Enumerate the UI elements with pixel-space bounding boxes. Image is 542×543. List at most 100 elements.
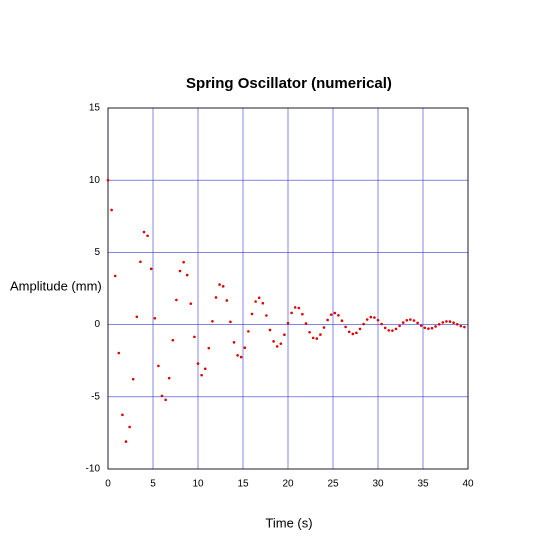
point bbox=[193, 335, 196, 339]
point bbox=[160, 394, 164, 398]
point bbox=[351, 332, 355, 336]
point bbox=[229, 320, 232, 324]
y-tick-label: -10 bbox=[86, 464, 101, 475]
point bbox=[200, 373, 203, 377]
point bbox=[214, 296, 218, 299]
x-tick-label: 40 bbox=[462, 479, 474, 490]
point bbox=[430, 326, 434, 330]
y-tick-label: 15 bbox=[89, 103, 101, 114]
point bbox=[124, 440, 128, 443]
point bbox=[185, 273, 189, 277]
y-tick-label: 5 bbox=[94, 247, 100, 258]
point bbox=[153, 316, 157, 320]
point bbox=[383, 326, 387, 330]
point bbox=[355, 331, 358, 335]
point bbox=[243, 346, 247, 350]
point bbox=[196, 362, 200, 365]
point bbox=[117, 351, 121, 355]
point bbox=[157, 364, 160, 368]
point bbox=[337, 314, 340, 317]
x-tick-label: 10 bbox=[192, 479, 204, 490]
point bbox=[437, 323, 441, 326]
point bbox=[247, 330, 250, 333]
point bbox=[279, 342, 283, 345]
chart-title: Spring Oscillator (numerical) bbox=[186, 75, 392, 92]
point bbox=[254, 300, 257, 303]
point bbox=[326, 318, 329, 322]
point bbox=[171, 338, 175, 342]
point bbox=[178, 269, 182, 273]
point bbox=[301, 312, 304, 316]
point bbox=[211, 319, 214, 323]
point bbox=[463, 325, 466, 329]
point bbox=[405, 318, 409, 322]
point bbox=[164, 398, 167, 402]
point bbox=[445, 320, 448, 323]
point bbox=[203, 367, 207, 371]
point bbox=[362, 322, 365, 326]
point bbox=[128, 425, 131, 429]
point bbox=[333, 311, 337, 315]
point bbox=[110, 208, 113, 212]
point bbox=[257, 296, 261, 300]
point bbox=[340, 319, 344, 323]
point bbox=[239, 355, 243, 359]
plot-frame bbox=[107, 107, 469, 470]
point bbox=[398, 324, 401, 328]
point bbox=[394, 327, 398, 331]
point bbox=[207, 346, 211, 350]
point bbox=[139, 260, 142, 264]
point bbox=[283, 333, 286, 337]
point bbox=[452, 321, 455, 325]
point bbox=[106, 178, 110, 182]
point bbox=[311, 336, 315, 340]
point bbox=[268, 328, 272, 332]
y-axis-label: Amplitude (mm) bbox=[10, 278, 102, 293]
point bbox=[358, 327, 362, 331]
point bbox=[401, 321, 405, 324]
x-tick-label: 0 bbox=[105, 479, 111, 490]
x-tick-label: 5 bbox=[150, 479, 156, 490]
point bbox=[250, 312, 254, 316]
point bbox=[142, 230, 146, 234]
x-axis-label: Time (s) bbox=[265, 515, 312, 530]
point bbox=[344, 325, 347, 329]
point bbox=[297, 306, 301, 310]
point bbox=[232, 341, 236, 344]
point bbox=[225, 299, 229, 302]
point bbox=[286, 321, 290, 325]
point bbox=[347, 330, 351, 334]
point bbox=[376, 318, 380, 322]
point bbox=[272, 340, 275, 343]
point bbox=[322, 326, 326, 329]
point bbox=[423, 326, 427, 330]
point bbox=[149, 267, 153, 271]
point bbox=[391, 329, 394, 332]
point bbox=[373, 316, 376, 319]
point bbox=[275, 345, 279, 348]
point bbox=[416, 321, 419, 325]
point bbox=[455, 323, 459, 326]
point bbox=[308, 330, 311, 334]
point bbox=[131, 377, 135, 381]
point bbox=[412, 319, 416, 322]
point bbox=[315, 337, 319, 340]
x-tick-label: 25 bbox=[327, 479, 339, 490]
x-tick-label: 35 bbox=[417, 479, 429, 490]
point bbox=[218, 283, 221, 286]
point bbox=[121, 413, 124, 417]
point bbox=[113, 274, 117, 278]
point bbox=[189, 302, 193, 305]
point bbox=[369, 315, 373, 319]
x-tick-label: 20 bbox=[282, 479, 294, 490]
point bbox=[409, 318, 412, 321]
point bbox=[221, 285, 225, 288]
point bbox=[434, 325, 437, 328]
x-tick-label: 15 bbox=[237, 479, 249, 490]
point bbox=[459, 324, 463, 328]
point bbox=[419, 324, 423, 327]
point bbox=[290, 311, 293, 315]
point bbox=[441, 321, 445, 324]
point bbox=[380, 322, 383, 326]
